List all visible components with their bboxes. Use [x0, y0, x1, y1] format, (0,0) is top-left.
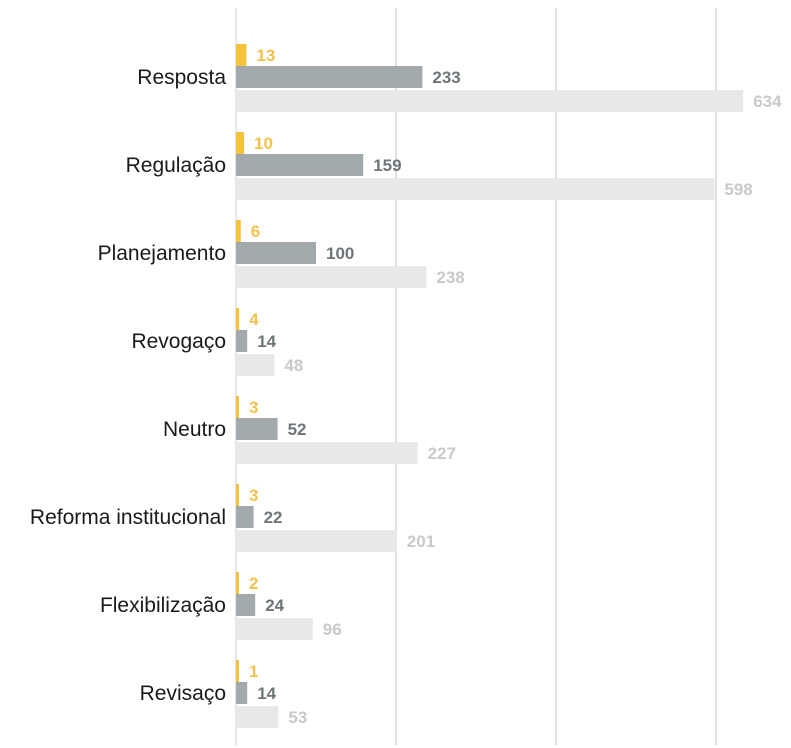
value-label-1-5: 22 [264, 508, 283, 527]
value-label-2-6: 96 [323, 620, 342, 639]
value-label-0-3: 4 [249, 310, 259, 329]
bar-2-2 [236, 266, 427, 288]
category-label-4: Neutro [163, 418, 226, 441]
value-label-1-2: 100 [326, 244, 354, 263]
value-label-2-5: 201 [407, 532, 435, 551]
bar-2-1 [236, 178, 715, 200]
bar-0-0 [236, 44, 247, 66]
category-label-5: Reforma institucional [30, 506, 226, 529]
value-label-1-0: 233 [432, 68, 460, 87]
value-label-0-1: 10 [254, 134, 273, 153]
bar-2-6 [236, 618, 313, 640]
category-label-3: Revogaço [131, 330, 226, 353]
category-label-2: Planejamento [98, 242, 226, 265]
bar-2-4 [236, 442, 418, 464]
category-label-1: Regulação [126, 154, 226, 177]
bar-1-2 [236, 242, 316, 264]
value-label-2-0: 634 [753, 92, 782, 111]
category-label-6: Flexibilização [100, 594, 226, 617]
value-label-1-7: 14 [257, 684, 276, 703]
value-label-0-2: 6 [251, 222, 260, 241]
bar-2-5 [236, 530, 397, 552]
value-label-2-7: 53 [288, 708, 307, 727]
value-label-1-6: 24 [265, 596, 284, 615]
bar-1-4 [236, 418, 278, 440]
bar-1-3 [236, 330, 248, 352]
bar-1-5 [236, 506, 254, 528]
bar-2-0 [236, 90, 744, 112]
value-label-2-1: 598 [724, 180, 752, 199]
value-label-1-1: 159 [373, 156, 401, 175]
bar-1-7 [236, 682, 248, 704]
category-label-0: Resposta [137, 66, 226, 89]
value-label-2-4: 227 [428, 444, 456, 463]
value-label-0-6: 2 [249, 574, 258, 593]
value-label-0-0: 13 [256, 46, 275, 65]
value-label-1-3: 14 [257, 332, 276, 351]
bar-0-5 [236, 484, 239, 506]
labels: 13233634Resposta10159598Regulação6100238… [30, 46, 782, 727]
value-label-1-4: 52 [288, 420, 307, 439]
bar-0-3 [236, 308, 240, 330]
bar-2-7 [236, 706, 279, 728]
bar-0-6 [236, 572, 239, 594]
value-label-2-2: 238 [436, 268, 464, 287]
bar-2-3 [236, 354, 275, 376]
bar-0-7 [236, 660, 239, 682]
bar-1-0 [236, 66, 423, 88]
bar-1-1 [236, 154, 364, 176]
value-label-0-7: 1 [249, 662, 258, 681]
bars [236, 44, 744, 728]
bar-0-4 [236, 396, 239, 418]
bar-0-1 [236, 132, 244, 154]
value-label-0-5: 3 [249, 486, 258, 505]
value-label-2-3: 48 [284, 356, 303, 375]
value-label-0-4: 3 [249, 398, 258, 417]
bar-1-6 [236, 594, 256, 616]
category-label-7: Revisaço [140, 682, 226, 705]
bar-0-2 [236, 220, 241, 242]
